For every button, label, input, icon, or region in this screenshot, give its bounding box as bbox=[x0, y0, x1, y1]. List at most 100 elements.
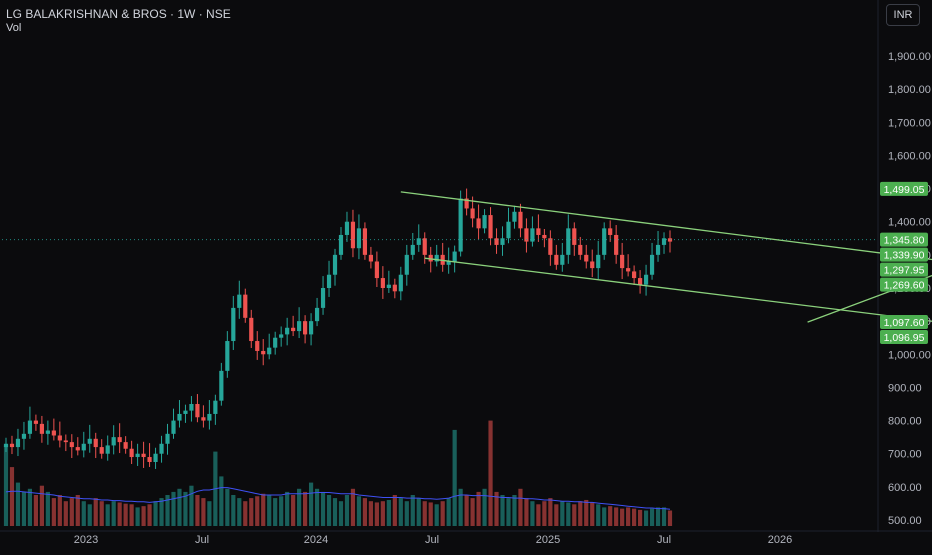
price-label-text: 1,297.95 bbox=[884, 265, 925, 277]
candle-body bbox=[494, 238, 499, 245]
candle-body bbox=[620, 254, 625, 269]
candle-body bbox=[33, 420, 39, 424]
price-label-text: 1,339.90 bbox=[884, 250, 925, 262]
volume-bar bbox=[27, 488, 33, 526]
volume-bar bbox=[225, 488, 230, 526]
candle-body bbox=[177, 413, 182, 421]
time-axis[interactable]: 2023 Jul 2024 Jul 2025 Jul 2026 bbox=[0, 530, 932, 546]
candle-body bbox=[153, 453, 158, 462]
price-tick-label: 1,700.00 bbox=[888, 117, 931, 129]
volume-bar bbox=[554, 504, 559, 526]
volume-bar bbox=[273, 498, 278, 526]
symbol-title[interactable]: LG BALAKRISHNAN & BROS · 1W · NSE bbox=[6, 7, 231, 21]
trendline[interactable] bbox=[400, 191, 932, 273]
volume-bar bbox=[649, 508, 655, 526]
price-tick-label: 600.00 bbox=[888, 482, 922, 494]
candle-body bbox=[578, 244, 583, 255]
candle-body bbox=[637, 278, 643, 285]
candle-body bbox=[560, 254, 565, 265]
candle-body bbox=[213, 400, 218, 414]
candle-body bbox=[141, 453, 146, 458]
candle-body bbox=[470, 208, 475, 219]
candle-body bbox=[291, 327, 296, 332]
volume-bar bbox=[416, 498, 421, 526]
candle-body bbox=[614, 234, 619, 255]
candle-body bbox=[632, 271, 637, 279]
volume-bar bbox=[356, 496, 362, 526]
volume-bar bbox=[626, 507, 631, 526]
volume-bar bbox=[285, 491, 290, 526]
volume-bar bbox=[21, 491, 27, 526]
candle-body bbox=[356, 228, 362, 249]
price-label-text: 1,269.60 bbox=[884, 280, 925, 292]
candle-body bbox=[69, 442, 74, 448]
candle-body bbox=[392, 284, 397, 292]
candle-body bbox=[326, 274, 332, 288]
price-label-box bbox=[880, 277, 928, 292]
candle-body bbox=[171, 420, 176, 434]
volume-bar bbox=[123, 503, 128, 526]
volume-bar bbox=[518, 488, 523, 526]
candle-body bbox=[626, 268, 631, 272]
candle-body bbox=[554, 254, 559, 265]
candle-body bbox=[314, 307, 320, 322]
candle-body bbox=[458, 198, 463, 252]
candle-body bbox=[344, 221, 350, 235]
volume-bar bbox=[33, 495, 39, 526]
candle-body bbox=[320, 288, 326, 308]
volume-bar bbox=[303, 491, 308, 526]
volume-bar bbox=[297, 488, 302, 526]
volume-bar bbox=[291, 495, 296, 526]
volume-bar bbox=[464, 495, 469, 526]
volume-bar bbox=[171, 491, 176, 526]
price-label-box bbox=[880, 262, 928, 277]
candle-body bbox=[27, 420, 33, 434]
volume-bar bbox=[255, 496, 260, 526]
volume-bar bbox=[51, 498, 56, 526]
candle-body bbox=[404, 254, 409, 275]
volume-bar bbox=[512, 495, 517, 526]
candle-body bbox=[308, 321, 314, 335]
price-tick-label: 1,800.00 bbox=[888, 84, 931, 96]
candle-body bbox=[643, 274, 649, 285]
candle-body bbox=[129, 448, 134, 458]
trendline[interactable] bbox=[807, 233, 932, 323]
candle-body bbox=[15, 438, 21, 448]
currency-button[interactable]: INR bbox=[886, 4, 920, 26]
candle-body bbox=[608, 228, 613, 235]
volume-legend-label[interactable]: Vol bbox=[6, 22, 22, 34]
candle-body bbox=[51, 430, 56, 436]
volume-bar bbox=[326, 495, 332, 526]
time-tick-label: Jul bbox=[195, 534, 209, 546]
volume-bar bbox=[548, 498, 553, 526]
candle-body bbox=[506, 221, 511, 239]
candle-body bbox=[655, 244, 661, 255]
volume-bar bbox=[201, 498, 206, 526]
volume-bar bbox=[111, 501, 116, 526]
volume-bar bbox=[667, 510, 673, 526]
price-label-text: 1,096.95 bbox=[884, 332, 925, 344]
volume-bar bbox=[249, 498, 254, 526]
volume-bar bbox=[147, 504, 152, 526]
volume-bar bbox=[374, 502, 379, 526]
candle-body bbox=[99, 447, 104, 454]
candle-body bbox=[661, 238, 667, 245]
candle-body bbox=[362, 228, 368, 255]
volume-bar bbox=[440, 501, 445, 526]
candle-body bbox=[189, 404, 194, 411]
candle-body bbox=[350, 221, 356, 249]
candle-body bbox=[93, 438, 98, 448]
price-tick-label: 900.00 bbox=[888, 382, 922, 394]
candle-body bbox=[279, 334, 284, 338]
volume-bar bbox=[643, 510, 649, 526]
volume-bar bbox=[159, 498, 164, 526]
volume-bar bbox=[129, 504, 134, 526]
candle-body bbox=[105, 445, 110, 454]
candle-body bbox=[75, 447, 80, 451]
volume-bar bbox=[261, 493, 266, 526]
candle-body bbox=[590, 261, 595, 269]
volume-bar bbox=[524, 498, 529, 526]
volume-bar bbox=[183, 491, 188, 526]
